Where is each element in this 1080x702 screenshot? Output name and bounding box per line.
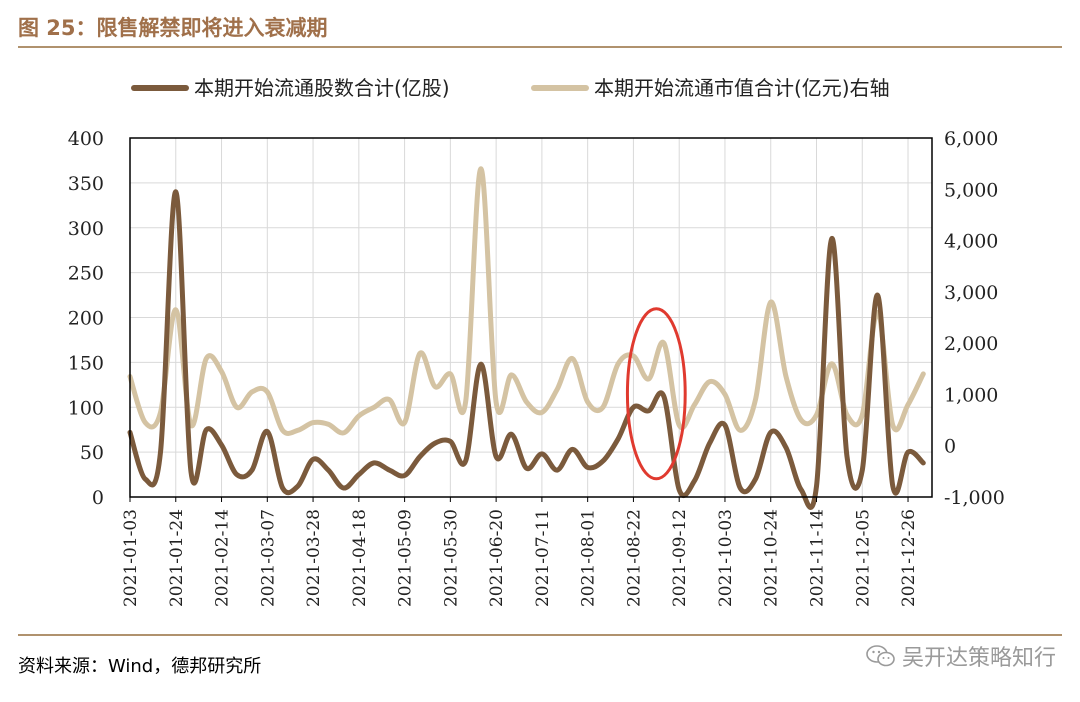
- x-axis: 2021-01-03 2021-01-24 2021-02-14 2021-03-07…: [121, 497, 919, 607]
- x-tick-label: 2021-10-03: [716, 509, 736, 607]
- right-y-tick-label: 2,000: [944, 333, 998, 355]
- right-y-tick-label: 1,000: [944, 384, 998, 406]
- left-y-tick-label: 0: [92, 487, 104, 509]
- right-y-tick-label: 3,000: [944, 282, 998, 304]
- wechat-icon: [866, 645, 895, 667]
- x-tick-label: 2021-11-14: [807, 509, 827, 607]
- top-rule: [18, 46, 1062, 48]
- x-tick-label: 2021-01-03: [121, 509, 141, 607]
- x-tick-label: 2021-09-12: [670, 509, 690, 607]
- right-y-tick-label: -1,000: [944, 487, 1005, 509]
- plot-frame: [129, 137, 933, 498]
- left-y-tick-label: 200: [68, 308, 104, 330]
- left-y-tick-label: 250: [68, 263, 104, 285]
- series-line-market-value: [127, 166, 926, 436]
- series-line-shares: [127, 189, 926, 510]
- x-tick-label: 2021-07-11: [533, 509, 553, 607]
- x-tick-label: 2021-03-07: [258, 509, 278, 607]
- x-tick-label: 2021-01-24: [167, 509, 187, 607]
- legend-label: 本期开始流通股数合计(亿股): [194, 76, 450, 100]
- x-tick-label: 2021-08-22: [624, 509, 644, 607]
- x-tick-label: 2021-03-28: [304, 509, 324, 607]
- highlight-annotation: [625, 307, 687, 481]
- left-y-tick-label: 350: [68, 173, 104, 195]
- left-y-tick-label: 50: [80, 442, 104, 464]
- x-tick-label: 2021-06-20: [487, 509, 507, 607]
- left-y-axis: 0 50 100 150 200 250 300 350 400: [68, 128, 104, 509]
- right-y-tick-label: 6,000: [944, 128, 998, 150]
- x-tick-label: 2021-05-09: [396, 509, 416, 607]
- left-y-tick-label: 150: [68, 352, 104, 374]
- left-y-tick-label: 300: [68, 218, 104, 240]
- left-y-tick-label: 100: [68, 397, 104, 419]
- x-tick-label: 2021-08-01: [579, 509, 599, 607]
- plot-area: [127, 137, 933, 510]
- x-tick-label: 2021-02-14: [213, 509, 233, 607]
- source-note: 资料来源：Wind，德邦研究所: [18, 656, 262, 677]
- right-y-tick-label: 4,000: [944, 231, 998, 253]
- right-y-axis: -1,000 0 1,000 2,000 3,000 4,000 5,000 6,000: [944, 128, 1005, 509]
- watermark-text: 吴开达策略知行: [901, 646, 1056, 671]
- right-y-tick-label: 5,000: [944, 179, 998, 201]
- legend-label: 本期开始流通市值合计(亿元)右轴: [594, 76, 890, 100]
- bottom-rule: [18, 634, 1062, 636]
- legend: 本期开始流通股数合计(亿股) 本期开始流通市值合计(亿元)右轴: [131, 76, 890, 100]
- x-tick-label: 2021-12-05: [853, 509, 873, 607]
- x-tick-label: 2021-04-18: [350, 509, 370, 607]
- figure-title: 图 25：限售解禁即将进入衰减期: [18, 16, 328, 40]
- left-y-tick-label: 400: [68, 128, 104, 150]
- x-tick-label: 2021-05-30: [441, 509, 461, 607]
- highlight-ellipse: [625, 307, 687, 481]
- watermark: 吴开达策略知行: [866, 640, 1056, 672]
- x-tick-label: 2021-10-24: [762, 509, 782, 607]
- chart: 0 50 100 150 200 250 300 350 400 -1,000 0 1,000 2,0…: [68, 76, 1005, 607]
- x-tick-label: 2021-12-26: [899, 509, 919, 607]
- series-lines: [127, 166, 926, 510]
- right-y-tick-label: 0: [944, 436, 956, 458]
